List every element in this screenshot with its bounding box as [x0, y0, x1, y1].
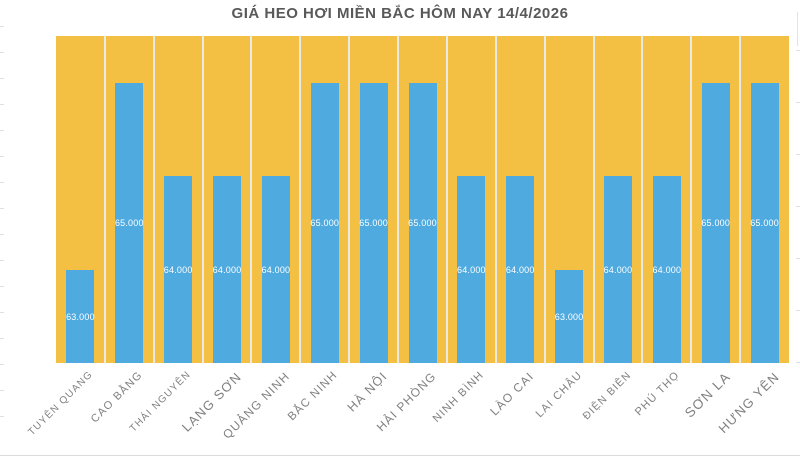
- bar-value-label: 65.000: [114, 218, 144, 228]
- x-axis-label: LÀO CAI: [487, 369, 538, 419]
- bar-value-label: 64.000: [603, 264, 633, 275]
- edge-tick: [0, 364, 4, 365]
- category-separator-gridline: [641, 36, 644, 363]
- edge-tick: [0, 26, 4, 27]
- bar: 65.000: [750, 83, 779, 363]
- x-axis-label: ĐIỆN BIÊN: [580, 369, 634, 423]
- x-axis-label: PHÚ THỌ: [633, 369, 683, 419]
- bar-value-label: 65.000: [750, 218, 779, 228]
- edge-tick: [796, 362, 800, 363]
- bar-value-label: 64.000: [505, 264, 535, 275]
- category-separator-gridline: [103, 36, 106, 363]
- edge-tick: [796, 206, 800, 207]
- bar: 64.000: [164, 176, 192, 363]
- category-separator-gridline: [592, 36, 595, 363]
- bar: 64.000: [262, 176, 290, 363]
- bar: 65.000: [115, 83, 143, 363]
- edge-tick: [796, 102, 800, 103]
- bar: 65.000: [408, 83, 437, 363]
- x-axis-label: LAI CHÂU: [533, 369, 585, 421]
- bar-value-label: 64.000: [457, 264, 486, 275]
- plot-area: 63.000 65.000 64.000 64.000 64.000 65.000 65.0…: [56, 36, 789, 363]
- category-separator-gridline: [739, 36, 742, 363]
- bar-value-label: 63.000: [66, 311, 95, 322]
- right-edge-gridline: [797, 12, 798, 46]
- category-separator-gridline: [690, 36, 693, 363]
- bar-value-label: 63.000: [554, 311, 584, 322]
- bar-value-label: 65.000: [701, 218, 731, 228]
- category-separator-gridline: [152, 36, 155, 363]
- edge-tick: [0, 260, 4, 261]
- bar-value-label: 64.000: [163, 264, 193, 275]
- bar: 64.000: [652, 176, 682, 363]
- bar: 65.000: [359, 83, 388, 363]
- bar: 64.000: [457, 176, 486, 363]
- category-separator-gridline: [348, 36, 351, 363]
- edge-tick: [0, 130, 4, 131]
- category-separator-gridline: [494, 36, 497, 363]
- category-separator-gridline: [445, 36, 448, 363]
- chart-title: GIÁ HEO HƠI MIỀN BẮC HÔM NAY 14/4/2026: [231, 5, 569, 22]
- edge-tick: [0, 416, 4, 417]
- edge-tick: [0, 390, 4, 391]
- bar: 63.000: [555, 270, 583, 363]
- edge-tick: [0, 234, 4, 235]
- category-separator-gridline: [397, 36, 400, 363]
- x-axis-label: SƠN LA: [681, 369, 734, 421]
- bar: 65.000: [701, 83, 731, 363]
- bar-value-label: 64.000: [652, 264, 682, 275]
- category-separator-gridline: [201, 36, 204, 363]
- edge-tick: [0, 52, 4, 53]
- edge-tick: [0, 104, 4, 105]
- edge-tick: [0, 208, 4, 209]
- x-axis-label: TUYÊN QUANG: [26, 369, 96, 438]
- category-separator-gridline: [543, 36, 546, 363]
- x-axis-label: HÀ NỘI: [345, 369, 391, 415]
- edge-tick: [0, 156, 4, 157]
- bar-value-label: 65.000: [310, 218, 340, 228]
- bar-value-label: 65.000: [408, 218, 437, 228]
- edge-tick: [796, 258, 800, 259]
- bar-value-label: 64.000: [261, 264, 291, 275]
- bar: 64.000: [213, 176, 241, 363]
- bar: 63.000: [66, 270, 95, 363]
- category-separator-gridline: [299, 36, 302, 363]
- edge-tick: [796, 50, 800, 51]
- bar: 64.000: [506, 176, 534, 363]
- edge-tick: [0, 78, 4, 79]
- bar: 64.000: [604, 176, 632, 363]
- bar: 65.000: [310, 83, 340, 363]
- bar-value-label: 64.000: [212, 264, 242, 275]
- edge-tick: [0, 338, 4, 339]
- x-axis-label: NINH BÌNH: [430, 369, 487, 425]
- edge-tick: [0, 286, 4, 287]
- edge-tick: [0, 312, 4, 313]
- bar-value-label: 65.000: [359, 218, 388, 228]
- edge-tick: [0, 182, 4, 183]
- bottom-border-line: [0, 455, 800, 456]
- edge-tick: [796, 154, 800, 155]
- edge-tick: [796, 310, 800, 311]
- x-axis-label: BẮC NINH: [286, 369, 341, 424]
- category-separator-gridline: [250, 36, 253, 363]
